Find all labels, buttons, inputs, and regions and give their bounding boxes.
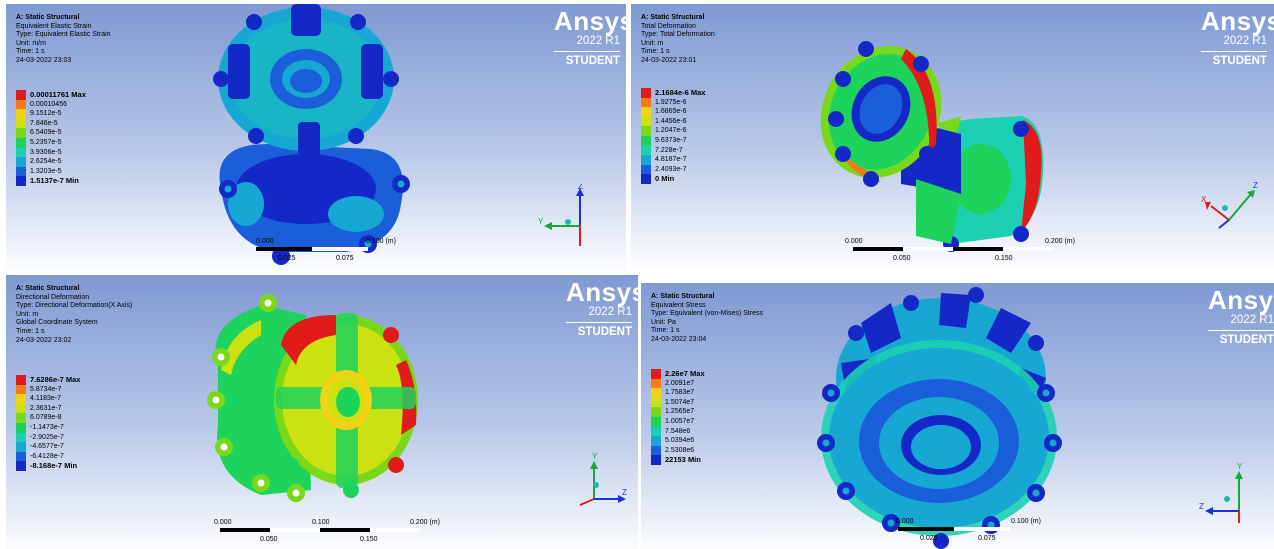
result-type: Type: Total Deformation <box>641 31 715 39</box>
result-info: A: Static Structural Equivalent Elastic … <box>16 14 111 66</box>
ansys-logo: Ansys 2022 R1 STUDENT <box>566 277 638 338</box>
axis-triad[interactable]: Y Z <box>1199 461 1259 527</box>
result-unit: Unit: m <box>641 39 664 47</box>
axis-triad[interactable]: Z Y <box>538 184 598 254</box>
analysis-title: A: Static Structural <box>641 14 705 21</box>
analysis-title: A: Static Structural <box>16 14 80 21</box>
model-geometry-stress <box>817 287 1062 549</box>
scale-tick-label: 0.100 (m) <box>1011 518 1041 525</box>
scale-tick-label: 0.050 <box>260 536 278 543</box>
result-time: Time: 1 s <box>641 48 670 56</box>
result-time: Time: 1 s <box>651 327 680 335</box>
axis-label: Z <box>1199 502 1204 511</box>
scale-tick-label: 0.200 (m) <box>1045 238 1075 245</box>
scale-tick-label: 0.000 <box>896 518 914 525</box>
result-date: 24-03-2022 23:01 <box>641 56 697 64</box>
scale-tick-label: 0.100 <box>312 519 330 526</box>
result-date: 24-03-2022 23:02 <box>16 336 72 344</box>
scale-bar: 0.000 0.100 (m) 0.025 0.075 <box>896 518 1096 548</box>
viewport-directional-deformation[interactable]: A: Static Structural Directional Deforma… <box>6 275 638 549</box>
scale-tick-label: 0.025 <box>278 255 296 262</box>
scale-tick-label: 0.050 <box>893 255 911 262</box>
scale-tick-label: 0.150 <box>995 255 1013 262</box>
scale-tick-label: 0.100 (m) <box>366 238 396 245</box>
axis-label: Z <box>578 184 583 191</box>
model-geometry-strain <box>213 4 410 265</box>
scale-tick-label: 0.075 <box>336 255 354 262</box>
result-info: A: Static Structural Equivalent Stress T… <box>651 293 763 345</box>
ansys-logo: Ansys 2022 R1 STUDENT <box>554 6 626 67</box>
result-time: Time: 1 s <box>16 327 45 335</box>
axis-label: Y <box>538 217 544 226</box>
result-name: Directional Deformation <box>16 293 90 301</box>
axis-triad[interactable]: Y Z <box>568 451 628 511</box>
axis-label: Y <box>1237 462 1243 471</box>
result-type: Type: Directional Deformation(X Axis) <box>16 302 133 310</box>
result-type: Type: Equivalent Elastic Strain <box>16 31 111 39</box>
result-name: Equivalent Elastic Strain <box>16 22 92 30</box>
scale-tick-label: 0.150 <box>360 536 378 543</box>
axis-label: Z <box>1253 181 1258 190</box>
result-coordinate-system: Global Coordinate System <box>16 319 98 327</box>
scale-tick-label: 0.200 (m) <box>410 519 440 526</box>
scale-bar: 0.000 0.100 (m) 0.025 0.075 <box>256 238 456 268</box>
analysis-title: A: Static Structural <box>651 293 715 300</box>
result-name: Equivalent Stress <box>651 301 706 309</box>
viewport-equivalent-elastic-strain[interactable]: A: Static Structural Equivalent Elastic … <box>6 4 626 270</box>
scale-tick-label: 0.075 <box>978 535 996 542</box>
result-unit: Unit: m <box>16 310 39 318</box>
viewport-equivalent-stress[interactable]: A: Static Structural Equivalent Stress T… <box>641 283 1274 549</box>
result-date: 24-03-2022 23:03 <box>16 56 72 64</box>
model-geometry-total <box>820 41 1044 252</box>
result-time: Time: 1 s <box>16 48 45 56</box>
scale-tick-label: 0.000 <box>214 519 232 526</box>
result-unit: Unit: Pa <box>651 318 676 326</box>
result-type: Type: Equivalent (von-Mises) Stress <box>651 310 764 318</box>
scale-tick-label: 0.025 <box>920 535 938 542</box>
axis-triad[interactable]: Z X <box>1197 180 1267 240</box>
result-date: 24-03-2022 23:04 <box>651 335 707 343</box>
axis-label: X <box>1201 195 1207 204</box>
scale-tick-label: 0.000 <box>256 238 274 245</box>
scale-bar: 0.000 0.100 0.200 (m) 0.050 0.150 <box>214 519 454 549</box>
ansys-logo: Ansys 2022 R1 STUDENT <box>1208 285 1274 346</box>
result-name: Total Deformation <box>641 22 696 30</box>
result-info: A: Static Structural Directional Deforma… <box>16 285 132 345</box>
scale-tick-label: 0.000 <box>845 238 863 245</box>
result-info: A: Static Structural Total Deformation T… <box>641 14 715 66</box>
axis-label: Z <box>622 488 627 497</box>
axis-label: Y <box>592 452 598 461</box>
analysis-title: A: Static Structural <box>16 285 80 292</box>
scale-bar: 0.000 0.200 (m) 0.050 0.150 <box>845 238 1085 266</box>
ansys-logo: Ansys 2022 R1 STUDENT <box>1201 6 1274 67</box>
result-unit: Unit: m/m <box>16 39 46 47</box>
viewport-total-deformation[interactable]: A: Static Structural Total Deformation T… <box>631 4 1274 266</box>
model-geometry-directional <box>207 294 418 502</box>
